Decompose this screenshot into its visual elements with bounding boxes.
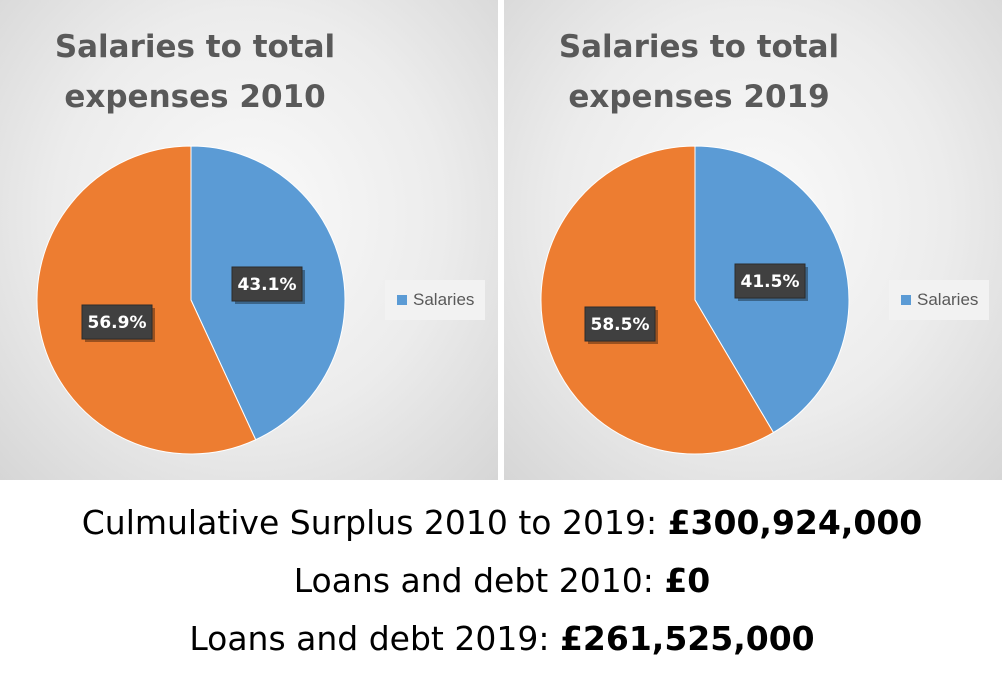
data-label: 41.5% [734, 263, 808, 301]
data-label: 43.1% [231, 266, 305, 304]
data-label-box [584, 306, 656, 342]
summary-debt-2019: Loans and debt 2019: £261,525,000 [0, 610, 1004, 668]
data-label-box [81, 304, 153, 340]
data-label-text: 41.5% [741, 272, 800, 292]
surplus-value: £300,924,000 [667, 503, 923, 542]
debt-2010-label: Loans and debt 2010: [293, 561, 665, 600]
data-label-text: 56.9% [88, 313, 147, 333]
summary-section: Culmulative Surplus 2010 to 2019: £300,9… [0, 484, 1004, 677]
pie-slice-other [36, 145, 257, 455]
debt-2019-value: £261,525,000 [559, 619, 815, 658]
legend-swatch-salaries [901, 295, 911, 305]
data-label: 56.9% [81, 304, 155, 342]
debt-2019-label: Loans and debt 2019: [189, 619, 560, 658]
chart-panel-2010: Salaries to total expenses 2010 43.1% 56.… [0, 0, 498, 480]
pie-chart-2019: 41.5% 58.5% [540, 145, 850, 455]
summary-debt-2010: Loans and debt 2010: £0 [0, 552, 1004, 610]
data-label-box [734, 263, 806, 299]
chart-title-2019: Salaries to total expenses 2019 [504, 22, 894, 122]
pie-slice-other [540, 145, 775, 455]
legend-label-salaries: Salaries [413, 290, 475, 309]
data-label-text: 43.1% [238, 275, 297, 295]
legend-2010: Salaries [385, 280, 485, 320]
debt-2010-value: £0 [664, 561, 711, 600]
chart-panel-2019: Salaries to total expenses 2019 41.5% 58.… [504, 0, 1002, 480]
chart-title-2019-line2: expenses 2019 [568, 79, 830, 115]
chart-title-2019-line1: Salaries to total [558, 29, 840, 65]
data-label-text: 58.5% [591, 315, 650, 335]
chart-title-2010-line1: Salaries to total [54, 29, 336, 65]
chart-title-2010: Salaries to total expenses 2010 [0, 22, 390, 122]
summary-surplus: Culmulative Surplus 2010 to 2019: £300,9… [0, 494, 1004, 552]
legend-2019: Salaries [889, 280, 989, 320]
surplus-label: Culmulative Surplus 2010 to 2019: [81, 503, 668, 542]
legend-swatch-salaries [397, 295, 407, 305]
chart-title-2010-line2: expenses 2010 [64, 79, 326, 115]
legend-label-salaries: Salaries [917, 290, 979, 309]
pie-chart-2010: 43.1% 56.9% [36, 145, 346, 455]
data-label-box [231, 266, 303, 302]
data-label: 58.5% [584, 306, 658, 344]
